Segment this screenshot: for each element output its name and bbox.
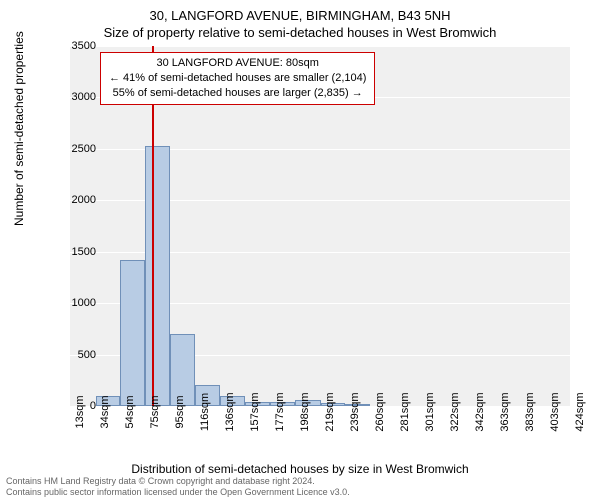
- gridline: [70, 46, 570, 47]
- info-line-1: 30 LANGFORD AVENUE: 80sqm: [109, 56, 366, 71]
- y-tick-label: 2500: [56, 143, 96, 155]
- info-line-2: ← 41% of semi-detached houses are smalle…: [109, 71, 366, 86]
- x-tick-label: 322sqm: [449, 392, 461, 431]
- y-tick-label: 1500: [56, 246, 96, 258]
- y-axis-label: Number of semi-detached properties: [12, 31, 26, 226]
- x-tick-label: 342sqm: [474, 392, 486, 431]
- x-tick-label: 116sqm: [199, 393, 211, 431]
- footer-attribution: Contains HM Land Registry data © Crown c…: [6, 476, 350, 498]
- x-tick-label: 198sqm: [299, 392, 311, 431]
- footer-line-1: Contains HM Land Registry data © Crown c…: [6, 476, 350, 487]
- gridline: [70, 406, 570, 407]
- histogram-bar: [145, 146, 169, 406]
- chart-title-main: 30, LANGFORD AVENUE, BIRMINGHAM, B43 5NH: [0, 0, 600, 23]
- x-tick-label: 219sqm: [324, 392, 336, 431]
- x-tick-label: 34sqm: [99, 395, 111, 428]
- x-tick-label: 239sqm: [349, 392, 361, 431]
- histogram-bar: [120, 260, 146, 406]
- x-tick-label: 95sqm: [174, 395, 186, 428]
- x-tick-label: 75sqm: [149, 395, 161, 428]
- x-axis-label: Distribution of semi-detached houses by …: [0, 462, 600, 476]
- y-tick-label: 3500: [56, 40, 96, 52]
- x-tick-label: 260sqm: [374, 392, 386, 431]
- x-tick-label: 136sqm: [224, 392, 236, 431]
- x-tick-label: 383sqm: [524, 392, 536, 431]
- chart-title-sub: Size of property relative to semi-detach…: [0, 23, 600, 40]
- x-tick-label: 424sqm: [574, 392, 586, 431]
- x-tick-label: 177sqm: [274, 392, 286, 431]
- x-tick-label: 13sqm: [74, 395, 86, 428]
- x-tick-label: 363sqm: [499, 392, 511, 431]
- info-line-3: 55% of semi-detached houses are larger (…: [109, 86, 366, 101]
- x-tick-label: 403sqm: [549, 392, 561, 431]
- x-tick-label: 301sqm: [424, 392, 436, 431]
- x-tick-label: 157sqm: [249, 392, 261, 431]
- x-tick-label: 281sqm: [399, 392, 411, 431]
- x-tick-label: 54sqm: [124, 395, 136, 428]
- chart-container: 30, LANGFORD AVENUE, BIRMINGHAM, B43 5NH…: [0, 0, 600, 500]
- y-tick-label: 2000: [56, 194, 96, 206]
- info-box: 30 LANGFORD AVENUE: 80sqm ← 41% of semi-…: [100, 52, 375, 105]
- footer-line-2: Contains public sector information licen…: [6, 487, 350, 498]
- y-tick-label: 3000: [56, 91, 96, 103]
- y-tick-label: 500: [56, 349, 96, 361]
- y-tick-label: 1000: [56, 297, 96, 309]
